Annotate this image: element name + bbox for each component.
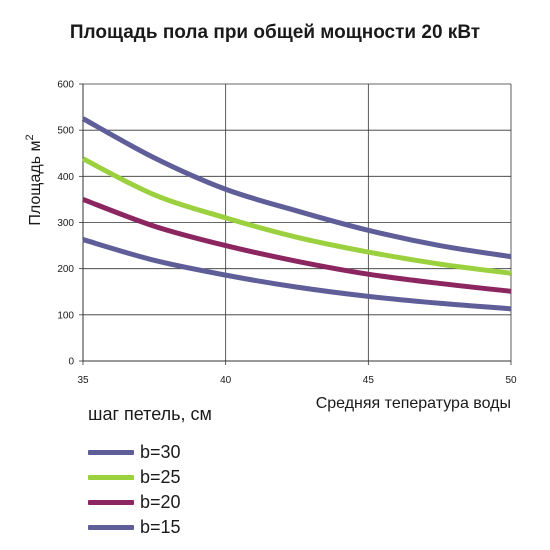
legend-label: b=20 [140, 491, 181, 512]
y-tick-label: 0 [68, 357, 74, 368]
legend-swatch [88, 474, 134, 480]
legend-label: b=30 [140, 441, 181, 462]
y-tick-label: 200 [57, 264, 74, 275]
legend-item-b30: b=30 [88, 440, 181, 464]
series-lines [81, 116, 512, 312]
y-tick-label: 600 [57, 80, 74, 91]
legend-label: b=15 [140, 516, 181, 537]
legend-title: шаг петель, см [88, 404, 212, 424]
y-tick-label: 300 [57, 218, 74, 229]
legend-label: b=25 [140, 466, 181, 487]
x-tick-label: 40 [220, 375, 232, 386]
y-axis-label-superscript: 2 [24, 134, 36, 140]
series-line-b30 [81, 116, 512, 260]
legend-swatch [88, 449, 134, 455]
series-line-b20 [82, 197, 512, 294]
legend-item-b25: b=25 [88, 465, 181, 489]
y-axis-label: Площадь м [27, 141, 44, 226]
x-tick-label: 35 [77, 375, 89, 386]
axes [79, 83, 512, 365]
grid-lines [83, 83, 512, 361]
series-line-b25 [81, 156, 512, 276]
legend-swatch [88, 499, 134, 505]
y-tick-label: 400 [57, 172, 74, 183]
svg-text:Площадь м2: Площадь м2 [24, 134, 44, 225]
y-axis-label-group: Площадь м2 [24, 134, 44, 225]
legend-item-b20: b=20 [88, 490, 181, 514]
y-tick-label: 500 [57, 126, 74, 137]
tick-labels: 0 100 200 300 400 500 600 35 40 45 50 [57, 80, 517, 387]
x-axis-label: Средняя тепература воды [316, 395, 511, 412]
y-tick-label: 100 [57, 310, 74, 321]
x-tick-label: 50 [505, 375, 517, 386]
legend-item-b15: b=15 [88, 515, 181, 539]
legend-swatch [88, 524, 134, 530]
series-line-b15 [82, 237, 512, 312]
x-tick-label: 45 [363, 375, 375, 386]
chart-title: Площадь пола при общей мощности 20 кВт [69, 22, 481, 43]
